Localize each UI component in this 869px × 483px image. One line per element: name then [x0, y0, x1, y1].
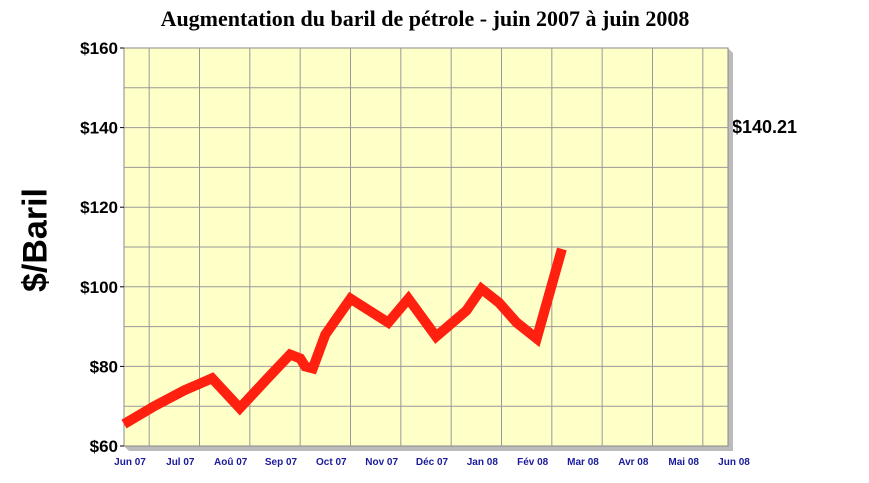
chart-title: Augmentation du baril de pétrole - juin …: [160, 6, 690, 31]
y-tick-label: $140: [80, 119, 118, 138]
x-tick-label: Oct 07: [316, 457, 347, 468]
x-tick-label: Avr 08: [618, 457, 649, 468]
y-tick-label: $100: [80, 278, 118, 297]
y-tick-label: $60: [90, 437, 118, 456]
y-axis-ticks: $60 $80 $100 $120 $140 $160: [80, 39, 124, 456]
x-tick-label: Jan 08: [467, 457, 499, 468]
series-line: [121, 247, 567, 429]
x-tick-label: Jul 07: [166, 457, 195, 468]
x-tick-label: Mar 08: [567, 457, 599, 468]
grid-lines: [124, 48, 728, 446]
x-tick-label: Sep 07: [265, 457, 298, 468]
y-tick-label: $80: [90, 357, 118, 376]
end-value-label: $140.21: [732, 117, 798, 137]
y-tick-label: $120: [80, 198, 118, 217]
y-tick-label: $160: [80, 39, 118, 58]
x-tick-label: Déc 07: [416, 457, 449, 468]
x-tick-label: Fév 08: [517, 457, 549, 468]
x-tick-label: Jun 08: [718, 457, 750, 468]
x-tick-label: Jun 07: [114, 457, 146, 468]
x-tick-label: Nov 07: [365, 457, 398, 468]
x-tick-label: Mai 08: [668, 457, 699, 468]
x-axis-ticks: Jun 07 Jul 07 Aoû 07 Sep 07 Oct 07 Nov 07 Déc …: [114, 457, 750, 468]
x-tick-label: Aoû 07: [214, 457, 248, 468]
